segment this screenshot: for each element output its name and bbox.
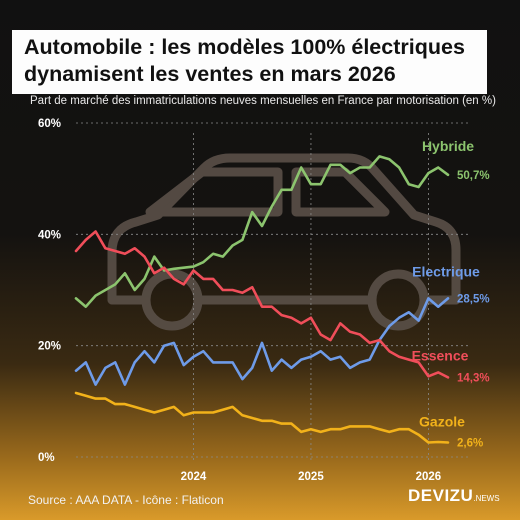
chart-title-line-2: dynamisent les ventes en mars 2026 (24, 62, 396, 86)
series-name-electrique: Electrique (412, 263, 480, 279)
title-box: Automobile : les modèles 100% électrique… (12, 30, 487, 94)
car-icon (107, 153, 461, 331)
label-layer: 50,7% Hybride 28,5% Electrique 14,3% Essence 2… (412, 138, 490, 450)
grid-layer (76, 122, 468, 463)
end-value-label-hybride: 50,7% (457, 170, 490, 182)
end-value-label-electrique: 28,5% (457, 293, 490, 305)
source-note: Source : AAA DATA - Icône : Flaticon (28, 493, 224, 507)
axis-layer: 0% 20% 40% 60% 2024 2025 2026 (38, 118, 441, 483)
x-tick-label: 2026 (416, 471, 442, 483)
y-tick-label: 20% (38, 341, 61, 353)
series-line-essence (74, 230, 450, 379)
series-name-hybride: Hybride (422, 138, 474, 154)
brand-logo: DEVIZU.NEWS (408, 486, 500, 506)
series-name-gazole: Gazole (419, 414, 465, 430)
brand-name: DEVIZU (408, 486, 474, 505)
series-layer (74, 155, 450, 444)
series-line-gazole (74, 391, 450, 444)
series-name-essence: Essence (412, 347, 469, 363)
series-line-electrique (74, 297, 450, 386)
y-tick-label: 60% (38, 118, 61, 130)
brand-suffix: .NEWS (473, 494, 500, 503)
series-line-hybride (74, 155, 450, 309)
x-tick-label: 2025 (298, 471, 324, 483)
chart-title-line-1: Automobile : les modèles 100% électrique… (24, 35, 465, 59)
chart-subtitle: Part de marché des immatriculations neuv… (30, 95, 496, 107)
y-tick-label: 0% (38, 452, 55, 464)
x-tick-label: 2024 (181, 471, 207, 483)
end-value-label-gazole: 2,6% (457, 438, 483, 450)
end-value-label-essence: 14,3% (457, 372, 490, 384)
y-tick-label: 40% (38, 229, 61, 241)
